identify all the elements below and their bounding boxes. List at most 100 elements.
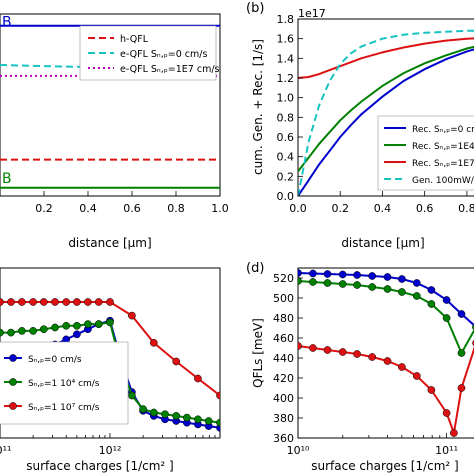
pb-x-tick-label: 0.0 (289, 202, 307, 215)
pb-x-tick-label: 0.8 (458, 202, 474, 215)
pc-series-2-point (29, 298, 37, 306)
pc-series-2-line (0, 301, 220, 397)
pc-series-1-point (106, 318, 114, 327)
legend-entry-label: Rec. Sₙ,ₚ=0 cm/s (412, 125, 474, 135)
pd-y-tick-label: 360 (273, 432, 294, 445)
panel-b: (b) 1e17 0.0 0.2 0.4 0.6 0.8 0.0 0.2 0.4 0.6 0.8 1… (246, 1, 474, 250)
panel-d-tag: (d) (246, 261, 264, 276)
panel-d-y-axis-label: QFLs [meV] (251, 318, 265, 388)
pc-series-1-point (51, 323, 59, 332)
pb-series-1-line (298, 45, 474, 173)
pd-y-tick-label: 420 (273, 372, 294, 385)
pc-series-1-point (84, 320, 92, 328)
pc-series-1-point (183, 413, 191, 422)
pc-series-1-point (39, 325, 48, 334)
pc-series-1-point (161, 410, 169, 419)
pb-y-tick-label: 0.0 (277, 190, 295, 203)
panel-c-x-axis-label: surface charges [1/cm² ] (26, 459, 173, 473)
pd-series-2-point (457, 384, 466, 392)
pc-series-1-point (194, 415, 202, 424)
pd-y-tick-label: 500 (273, 292, 294, 305)
panel-a-legend: h-QFL e-QFL Sₙ,ₚ=0 cm/s e-QFL Sₙ,ₚ=1E7 cm/… (79, 25, 220, 81)
pd-series-2-point (427, 386, 436, 394)
pc-x-tick-label: 10¹² (99, 444, 122, 457)
pc-x-tick-label: 10¹¹ (0, 444, 11, 457)
panel-c: 10¹¹10¹² Sₙ,ₚ=0 cm/sSₙ,ₚ=1 10⁴ cm/sSₙ,ₚ=… (0, 267, 221, 473)
pd-series-2-point (383, 357, 392, 365)
pc-series-1-point (7, 328, 15, 337)
pd-series-1-point (323, 279, 332, 287)
pd-series-0-point (383, 273, 392, 281)
pc-series-0-point (73, 330, 81, 339)
pd-series-2-point (368, 353, 377, 361)
legend-entry-label: Rec. Sₙ,ₚ=1E7 cm/s (412, 159, 474, 169)
pd-y-tick-label: 400 (273, 392, 294, 405)
pc-series-1-point (73, 321, 81, 330)
legend-marker (9, 378, 17, 386)
pc-series-1-point (128, 391, 136, 400)
panel-d-plot-area (297, 267, 474, 439)
panel-a-plot-area (0, 13, 221, 197)
legend-entry-label: h-QFL (120, 34, 149, 45)
legend-entry-label: e-QFL Sₙ,ₚ=1E7 cm/s (120, 64, 220, 75)
pc-series-1-point (139, 405, 147, 413)
legend-entry-label: Sₙ,ₚ=1 10⁷ cm/s (28, 403, 100, 413)
pd-series-2-line (298, 345, 474, 437)
pd-y-tick-label: 440 (273, 352, 294, 365)
pd-series-0-point (398, 275, 406, 283)
legend-entry-label: e-QFL Sₙ,ₚ=0 cm/s (120, 49, 207, 60)
pd-y-tick-label: 520 (273, 272, 294, 285)
panel-d-x-axis-label: surface charges [1/cm² ] (311, 459, 458, 473)
pc-series-2-point (51, 298, 59, 306)
pb-y-tick-label: 1.0 (277, 92, 295, 105)
pb-series-2-line (298, 37, 474, 79)
pd-series-0-point (442, 296, 451, 304)
pd-y-tick-label: 480 (273, 312, 294, 325)
pb-y-tick-label: 1.2 (277, 72, 295, 85)
pa-x-tick-label: 0.8 (167, 202, 185, 215)
legend-marker (9, 354, 17, 362)
pd-series-1-point (412, 292, 421, 300)
pd-series-1-point (338, 280, 347, 288)
panel-b-x-axis-label: distance [μm] (341, 236, 424, 250)
pc-series-2-point (106, 298, 114, 306)
pd-series-1-point (353, 281, 361, 289)
pc-series-2-point (128, 311, 136, 320)
pc-series-2-point (172, 357, 181, 366)
pc-series-2-point (94, 298, 103, 306)
pd-series-2-point (323, 346, 332, 354)
pc-series-2-point (18, 298, 26, 306)
pd-series-0-point (368, 272, 377, 280)
pb-y-tick-label: 1.6 (277, 33, 295, 46)
pd-series-1-point (427, 300, 436, 308)
pd-series-0-point (457, 310, 466, 318)
pd-series-0-point (309, 269, 317, 278)
pa-x-tick-label: 0.2 (35, 202, 53, 215)
pd-series-2-point (298, 342, 302, 350)
pa-x-tick-label: 1.0 (211, 202, 229, 215)
pb-x-tick-label: 0.4 (374, 202, 392, 215)
pd-series-0-point (412, 279, 421, 287)
pd-series-0-point (323, 270, 332, 278)
pc-series-1-point (62, 321, 71, 330)
pa-band-label: B (2, 14, 12, 30)
pb-y-tick-label: 0.2 (277, 170, 295, 183)
pc-series-2-point (62, 298, 71, 306)
pd-x-tick-label: 10¹¹ (435, 444, 458, 457)
panel-b-offset-text: 1e17 (298, 7, 326, 20)
pc-series-1-point (18, 327, 26, 335)
panel-a: B B 0.2 0.4 0.6 0.8 1.0 h-QFL e-QFL Sₙ,ₚ=0 cm/… (0, 13, 229, 250)
pd-series-0-point (298, 269, 302, 277)
pd-series-0-point (427, 286, 436, 294)
legend-entry-label: Gen. 100mW/cm² (412, 176, 474, 186)
pd-y-tick-label: 460 (273, 332, 294, 345)
pc-series-2-point (0, 298, 4, 306)
pc-series-2-point (194, 374, 202, 383)
pd-series-1-point (442, 314, 451, 322)
pd-series-0-point (338, 270, 347, 279)
panel-b-tag: (b) (246, 1, 264, 16)
pd-series-2-point (450, 429, 458, 437)
pd-series-0-point (353, 271, 361, 279)
pa-band-label: B (2, 171, 12, 187)
